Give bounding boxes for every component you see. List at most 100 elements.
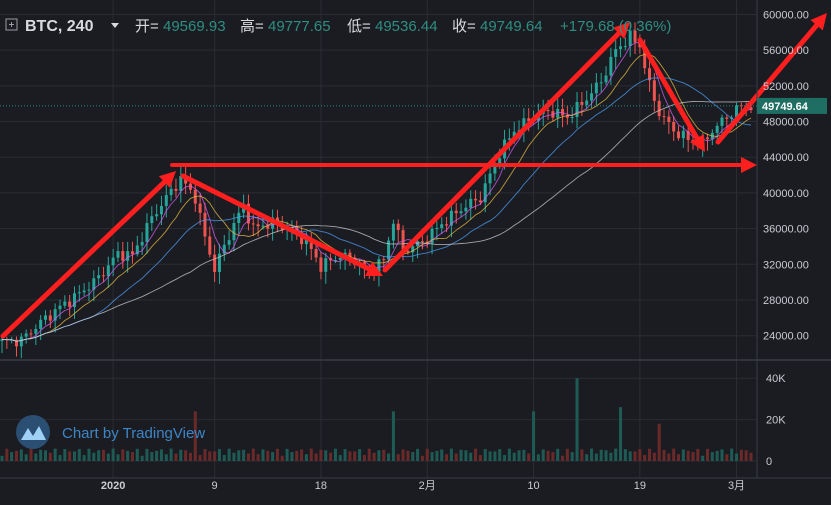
volume-bar [304, 454, 308, 461]
volume-bar [256, 454, 260, 461]
candle-body [715, 125, 719, 133]
volume-bar [541, 449, 545, 461]
candle-body [430, 228, 434, 244]
candle-body [53, 309, 57, 321]
candle-body [478, 200, 482, 203]
volume-bar [411, 452, 415, 461]
volume-bar [14, 450, 18, 461]
volume-bar [609, 452, 613, 461]
volume-bar [246, 453, 250, 461]
trend-arrow-head [365, 261, 383, 276]
moving-average-line [1, 77, 752, 342]
volume-bar [155, 450, 159, 461]
candle-body [261, 225, 265, 227]
candle-body [145, 223, 149, 242]
volume-bar [701, 455, 705, 461]
volume-bar [406, 450, 410, 461]
candle-body [63, 301, 67, 306]
volume-bar [242, 449, 246, 461]
high-value: 49777.65 [268, 18, 331, 35]
candle-body [111, 257, 115, 266]
volume-bar [300, 449, 304, 461]
candle-body [633, 30, 637, 43]
volume-bar [498, 449, 502, 461]
collapse-icon[interactable] [5, 18, 18, 31]
candle-body [314, 248, 318, 258]
y-tick-label: 36000.00 [763, 224, 809, 236]
candle-body [401, 230, 405, 251]
y-tick-label: 60000.00 [763, 9, 809, 21]
candle-body [507, 138, 511, 140]
candle-body [672, 122, 676, 132]
candle-body [725, 117, 729, 119]
volume-bar [208, 451, 212, 461]
candle-body [179, 176, 183, 191]
volume-bar [77, 449, 81, 461]
candle-body [411, 246, 415, 253]
candle-body [68, 301, 72, 307]
volume-bar [420, 455, 424, 461]
candle-body [522, 118, 526, 131]
candle-body [159, 205, 163, 215]
volume-bar [101, 449, 105, 461]
volume-bar [280, 455, 284, 461]
last-price-value: 49749.64 [762, 101, 809, 113]
candle-body [435, 227, 439, 229]
axes: 60000.00 56000.00 52000.00 48000.00 44000.00… [0, 0, 831, 492]
volume-bar [478, 455, 482, 461]
trend-arrow-head [158, 171, 176, 188]
volume-bar [416, 448, 420, 461]
volume-bar [483, 449, 487, 461]
change-value: +179.68 (0.36%) [560, 18, 671, 35]
volume-bar [575, 378, 579, 461]
candle-body [82, 290, 86, 293]
volume-bar [377, 450, 381, 461]
volume-bar [735, 453, 739, 461]
volume-bar [459, 449, 463, 461]
watermark-text: Chart by TradingView [62, 425, 205, 442]
volume-bar [222, 455, 226, 461]
candle-body [604, 75, 608, 83]
volume-bar [213, 451, 217, 461]
candle-body [348, 252, 352, 258]
candle-body [464, 207, 468, 212]
volume-bar [48, 452, 52, 461]
candle-body [590, 93, 594, 101]
volume-bar [338, 455, 342, 461]
symbol-label[interactable]: BTC, 240 [25, 18, 94, 35]
candle-body [0, 339, 4, 342]
volume-bar [116, 454, 120, 461]
candle-body [391, 223, 395, 241]
candle-body [643, 47, 647, 69]
volume-bar [677, 454, 681, 461]
candle-body [681, 130, 685, 139]
trend-arrow-shaft [0, 179, 167, 339]
x-tick-label: 2月 [419, 480, 436, 492]
candle-body [449, 210, 453, 226]
volume-bar [203, 449, 207, 461]
candle-body [585, 100, 589, 105]
candle-body [174, 188, 178, 191]
volume-bar [425, 448, 429, 461]
tradingview-watermark[interactable]: Chart by TradingView [16, 415, 205, 449]
volume-bar [715, 450, 719, 461]
volume-bar [662, 449, 666, 461]
candle-body [527, 118, 531, 122]
volume-bar [174, 453, 178, 461]
volume-bar [285, 448, 289, 461]
candle-body [203, 212, 207, 237]
volume-bar [469, 452, 473, 461]
moving-average-line [1, 101, 751, 342]
volume-bar [710, 452, 714, 461]
volume-bar [512, 452, 516, 461]
volume-bar [227, 448, 231, 461]
volume-bar [628, 451, 632, 461]
volume-bar [454, 453, 458, 461]
candle-body [556, 108, 560, 118]
candle-body [300, 232, 304, 245]
x-tick-label: 10 [527, 480, 539, 492]
chevron-down-icon[interactable] [111, 23, 119, 28]
candle-body [720, 117, 724, 126]
volume-bar [111, 448, 115, 461]
